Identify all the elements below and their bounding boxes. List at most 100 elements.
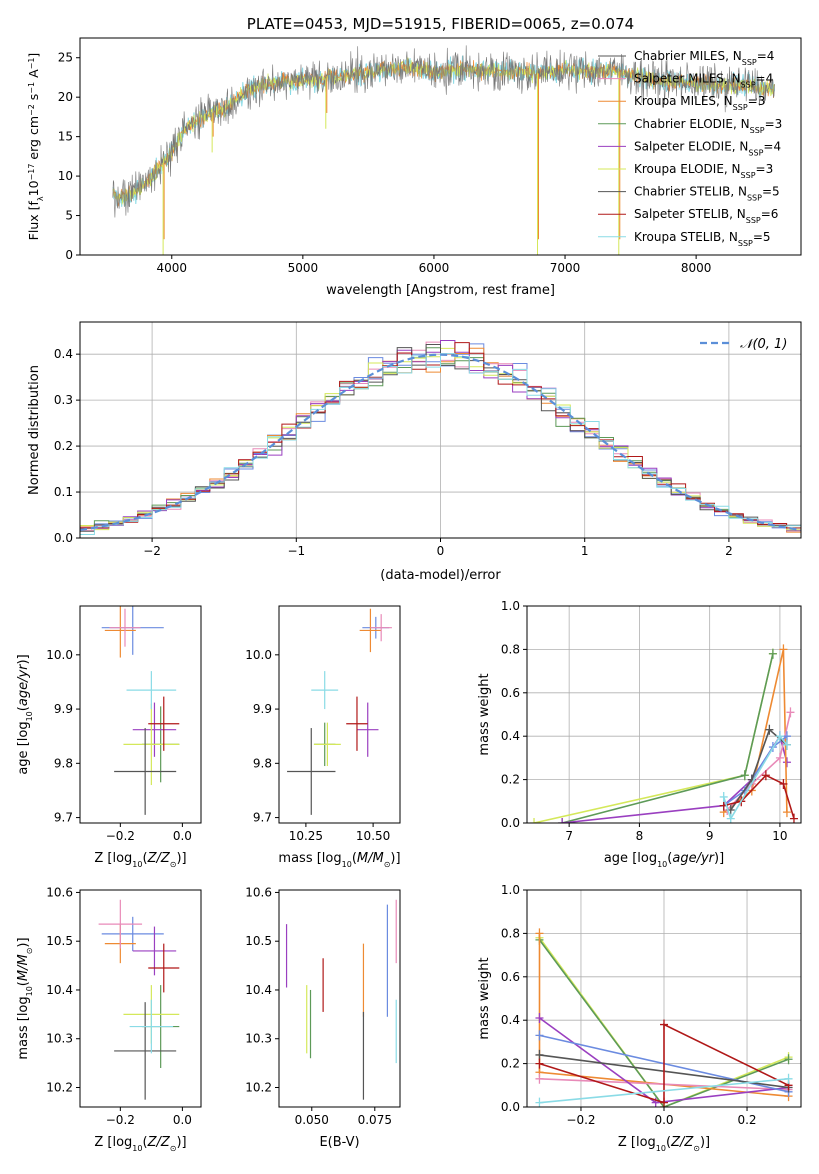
label-part: ( [142, 851, 147, 866]
axes-frame [278, 605, 401, 824]
label-part: Z [log [94, 851, 132, 866]
weight-marker [775, 752, 784, 763]
weight-marker [789, 813, 798, 823]
label-part: =3 [756, 162, 774, 176]
axes-frame [526, 605, 802, 824]
y-tick-label: 0.6 [501, 970, 520, 984]
label-part: ( [142, 1135, 147, 1150]
y-tick-label: 10.5 [46, 934, 73, 948]
label-part: −1 [27, 82, 36, 94]
y-tick-label: 0.4 [54, 347, 73, 361]
x-tick-label: 0 [437, 544, 445, 558]
label-part: 10 [656, 1144, 666, 1153]
label-part: M/M [357, 851, 384, 866]
y-tick-label: 9.7 [253, 811, 272, 825]
weight-series [533, 653, 774, 823]
label-part: Kroupa ELODIE, N [634, 162, 741, 176]
y-tick-label: 0.8 [501, 642, 520, 656]
x-axis-label: Z [log10(Z/Z⊙)] [94, 1135, 186, 1153]
y-tick-label: 0.0 [501, 1100, 520, 1114]
x-axis-label: (data-model)/error [380, 568, 501, 583]
x-axis-label: Z [log10(Z/Z⊙)] [94, 851, 186, 869]
y-tick-label: 1.0 [501, 883, 520, 897]
label-part: =3 [748, 94, 766, 108]
histogram-series [80, 353, 801, 535]
label-part: 10 [342, 860, 352, 869]
axes-frame [79, 605, 202, 824]
label-part: Flux [f [26, 200, 41, 240]
label-part: ( [667, 851, 672, 866]
weight-marker [782, 731, 791, 742]
label-part: Chabrier MILES, N [634, 49, 742, 63]
y-tick-label: 9.8 [54, 756, 73, 770]
y-tick-label: 10.0 [245, 648, 272, 662]
x-tick-label: 8 [636, 829, 644, 843]
plot-area [80, 340, 801, 536]
y-tick-label: 10.6 [46, 885, 73, 899]
plot-area [112, 45, 775, 255]
x-tick-label: 0.2 [737, 1113, 756, 1127]
y-tick-label: 0.2 [501, 1057, 520, 1071]
y-tick-label: 0.1 [54, 485, 73, 499]
label-part: Z/Z [147, 1135, 171, 1150]
label-part: mass [log [16, 996, 31, 1059]
weight-marker [740, 770, 749, 781]
weight-marker [530, 818, 539, 823]
label-part: A [26, 69, 41, 82]
weight-marker [535, 928, 544, 939]
y-tick-label: 10.4 [46, 983, 73, 997]
y-tick-label: 10.5 [245, 934, 272, 948]
weight-series [730, 728, 788, 811]
weight-marker [784, 1073, 793, 1084]
label-part: Chabrier ELODIE, N [634, 117, 750, 131]
y-tick-label: 0.6 [501, 686, 520, 700]
label-part: )] [700, 1135, 710, 1150]
x-tick-label: 8000 [681, 261, 712, 275]
y-tick-label: 10.3 [46, 1032, 73, 1046]
legend-entry: Kroupa ELODIE, NSSP=3 [634, 162, 773, 180]
normal-curve [80, 353, 801, 531]
weight-marker [782, 807, 791, 818]
label-part: age/yr [672, 851, 715, 866]
label-part: age [log [604, 851, 657, 866]
x-tick-label: −0.2 [106, 1113, 135, 1127]
x-tick-label: −0.2 [566, 1113, 595, 1127]
label-part: Salpeter ELODIE, N [634, 139, 748, 153]
y-tick-label: 15 [58, 130, 73, 144]
label-part: ⊙ [384, 860, 391, 869]
label-part: Salpeter MILES, N [634, 72, 741, 86]
y-axis-label: Normed distribution [27, 365, 42, 495]
y-tick-label: 0 [65, 248, 73, 262]
y-tick-label: 9.9 [54, 702, 73, 716]
weight-marker [535, 1013, 544, 1024]
label-part: Chabrier STELIB, N [634, 185, 747, 199]
label-part: ⊙ [170, 1144, 177, 1153]
x-tick-label: 6000 [419, 261, 450, 275]
label-part: )] [16, 937, 31, 947]
legend-entry: 𝒩(0, 1) [740, 337, 787, 352]
legend-entry: Salpeter MILES, NSSP=4 [634, 72, 773, 90]
weight-marker [660, 1019, 668, 1030]
y-tick-label: 0.2 [54, 439, 73, 453]
label-part: SSP [748, 148, 763, 157]
plot-area [101, 606, 180, 815]
label-part: E(B-V) [319, 1135, 359, 1150]
x-axis-label: E(B-V) [319, 1135, 359, 1150]
label-part: )] [16, 654, 31, 664]
y-tick-label: 0.2 [501, 773, 520, 787]
label-part: SSP [733, 103, 748, 112]
x-tick-label: −2 [143, 544, 161, 558]
legend-entry: Kroupa STELIB, NSSP=5 [634, 230, 771, 248]
x-tick-label: 10 [772, 829, 787, 843]
label-part: )] [176, 1135, 186, 1150]
label-part: =3 [765, 117, 783, 131]
axes-frame [278, 889, 401, 1108]
legend-entry: Chabrier STELIB, NSSP=5 [634, 185, 780, 203]
x-tick-label: 9 [706, 829, 714, 843]
weight-marker [558, 818, 567, 823]
label-part: ( [666, 1135, 671, 1150]
label-part: =5 [753, 230, 771, 244]
label-part: Z [log [618, 1135, 656, 1150]
y-tick-label: 0.3 [54, 393, 73, 407]
